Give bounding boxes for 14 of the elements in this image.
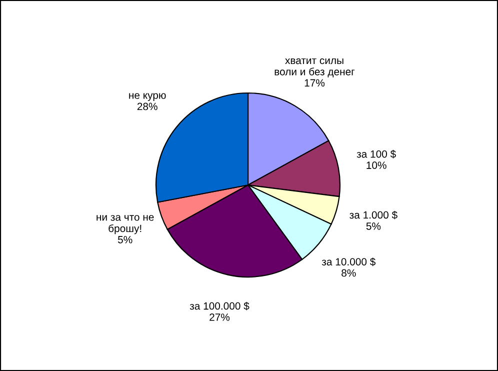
slice-label: не курю (129, 93, 166, 101)
slice-label: за 10.000 $ (322, 258, 376, 266)
data-label: 10% (366, 162, 386, 169)
slice-label: хватит силы воли и без денег (274, 58, 355, 78)
data-label: 5% (366, 222, 381, 230)
slice-label: за 100 $ (356, 150, 396, 158)
data-label: 17% (304, 79, 325, 87)
data-label: 5% (118, 236, 132, 244)
slice-label: за 1.000 $ (350, 210, 398, 220)
slice-label: ни за что не брошу! (96, 215, 154, 234)
data-label: 8% (342, 269, 356, 277)
data-label: 28% (137, 102, 158, 110)
data-label: 27% (210, 314, 230, 321)
slice-label: за 100.000 $ (190, 302, 250, 310)
